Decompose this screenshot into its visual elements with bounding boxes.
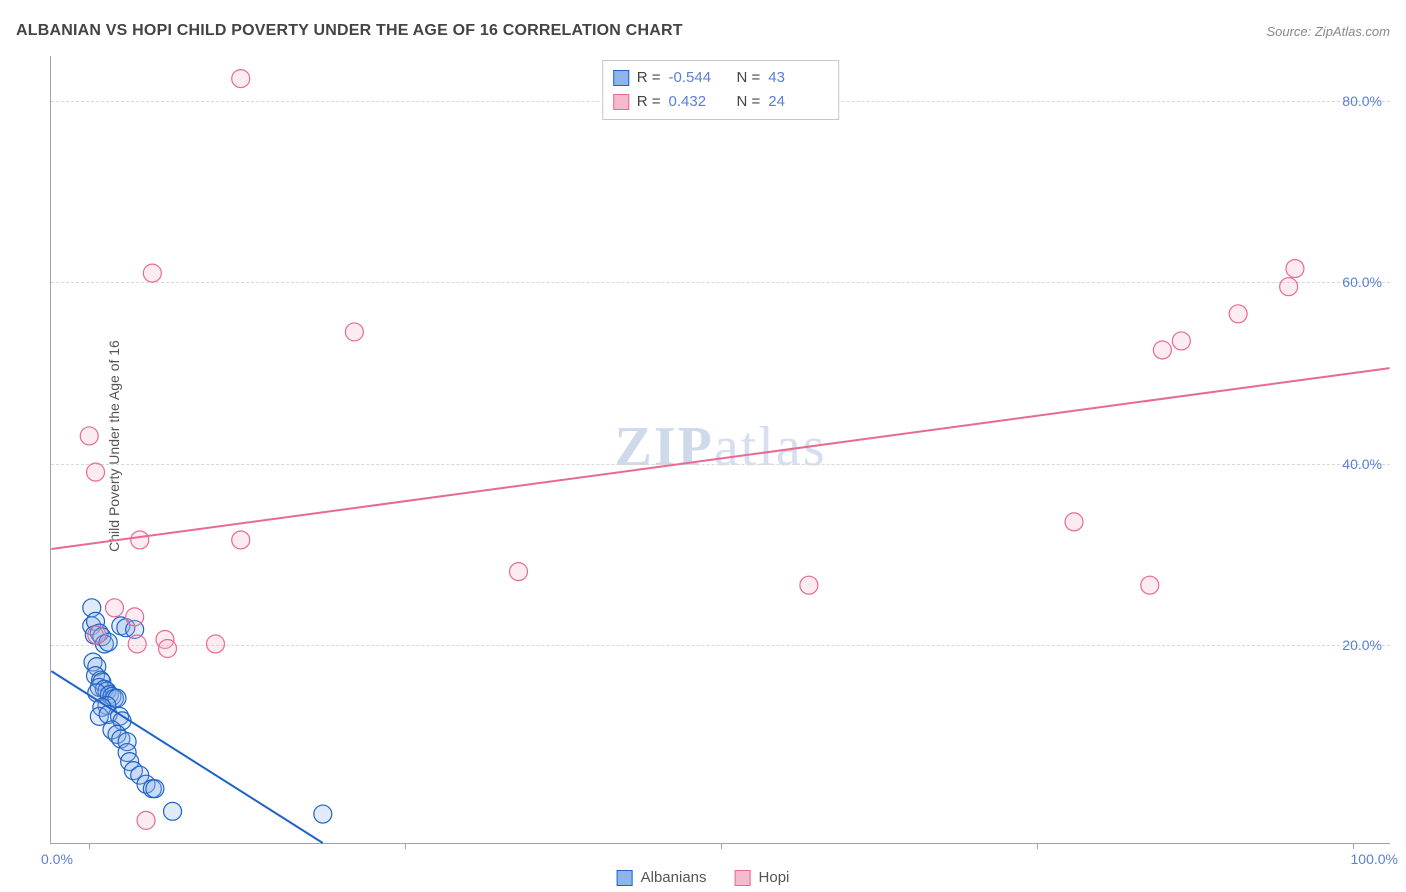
x-label-left: 0.0% <box>41 851 73 867</box>
legend-item-albanians: Albanians <box>617 869 707 886</box>
data-point <box>1280 278 1298 296</box>
n-label-1: N = <box>737 90 761 114</box>
data-point <box>232 531 250 549</box>
n-value-1: 24 <box>768 90 828 114</box>
data-point <box>159 640 177 658</box>
data-point <box>88 626 106 644</box>
r-label-1: R = <box>637 90 661 114</box>
data-point <box>164 802 182 820</box>
data-point <box>143 264 161 282</box>
data-point <box>126 608 144 626</box>
r-label-0: R = <box>637 66 661 90</box>
x-tick <box>89 843 90 849</box>
x-tick <box>1353 843 1354 849</box>
n-label-0: N = <box>737 66 761 90</box>
x-tick <box>405 843 406 849</box>
data-point <box>87 463 105 481</box>
data-point <box>137 811 155 829</box>
stats-legend: R = -0.544 N = 43 R = 0.432 N = 24 <box>602 60 840 120</box>
data-point <box>1065 513 1083 531</box>
hopi-legend-label: Hopi <box>759 869 790 886</box>
albanians-legend-label: Albanians <box>641 869 707 886</box>
data-point <box>1141 576 1159 594</box>
hopi-swatch <box>613 94 629 110</box>
plot-area: ZIPatlas 20.0%40.0%60.0%80.0% R = -0.544… <box>50 56 1390 844</box>
data-point <box>146 780 164 798</box>
source-prefix: Source: <box>1266 24 1314 39</box>
x-label-right: 100.0% <box>1351 851 1398 867</box>
stats-row-albanians: R = -0.544 N = 43 <box>613 66 829 90</box>
data-point <box>1229 305 1247 323</box>
albanians-legend-swatch <box>617 870 633 886</box>
source-label: Source: ZipAtlas.com <box>1266 24 1390 39</box>
x-tick <box>1037 843 1038 849</box>
data-point <box>345 323 363 341</box>
trend-line <box>51 671 322 843</box>
trend-line <box>51 368 1389 549</box>
albanians-swatch <box>613 70 629 86</box>
legend-item-hopi: Hopi <box>735 869 790 886</box>
data-point <box>80 427 98 445</box>
data-point <box>800 576 818 594</box>
chart-title: ALBANIAN VS HOPI CHILD POVERTY UNDER THE… <box>16 22 683 40</box>
data-point <box>1286 260 1304 278</box>
title-bar: ALBANIAN VS HOPI CHILD POVERTY UNDER THE… <box>16 22 1390 40</box>
chart-svg <box>51 56 1390 843</box>
source-name: ZipAtlas.com <box>1315 24 1390 39</box>
data-point <box>1172 332 1190 350</box>
data-point <box>510 563 528 581</box>
data-point <box>131 531 149 549</box>
data-point <box>1153 341 1171 359</box>
n-value-0: 43 <box>768 66 828 90</box>
hopi-legend-swatch <box>735 870 751 886</box>
series-legend: Albanians Hopi <box>617 869 790 886</box>
data-point <box>314 805 332 823</box>
x-tick <box>721 843 722 849</box>
data-point <box>128 635 146 653</box>
r-value-1: 0.432 <box>669 90 729 114</box>
stats-row-hopi: R = 0.432 N = 24 <box>613 90 829 114</box>
data-point <box>232 70 250 88</box>
data-point <box>206 635 224 653</box>
r-value-0: -0.544 <box>669 66 729 90</box>
data-point <box>105 599 123 617</box>
